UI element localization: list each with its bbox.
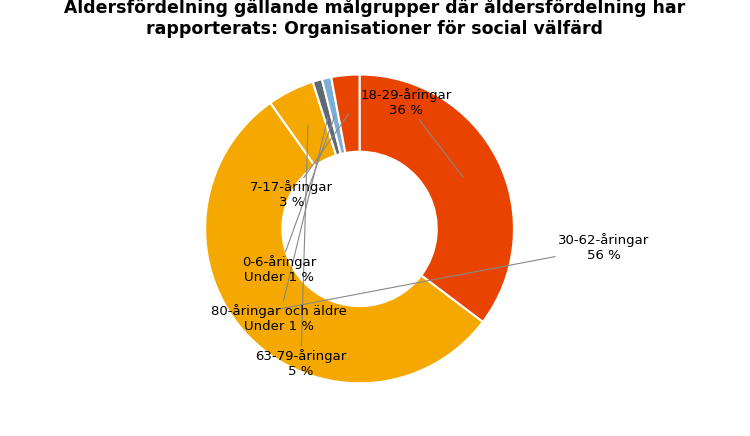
Text: 0-6-åringar
Under 1 %: 0-6-åringar Under 1 % — [242, 116, 334, 283]
Wedge shape — [206, 103, 483, 383]
Wedge shape — [359, 75, 514, 322]
Text: 18-29-åringar
36 %: 18-29-åringar 36 % — [360, 88, 464, 177]
Wedge shape — [322, 77, 345, 154]
Text: 63-79-åringar
5 %: 63-79-åringar 5 % — [255, 125, 346, 378]
Title: Åldersfördelning gällande målgrupper där åldersfördelning har
rapporterats: Orga: Åldersfördelning gällande målgrupper där… — [64, 0, 686, 38]
Wedge shape — [313, 79, 340, 155]
Wedge shape — [332, 75, 359, 153]
Text: 80-åringar och äldre
Under 1 %: 80-åringar och äldre Under 1 % — [211, 118, 347, 333]
Wedge shape — [270, 82, 336, 166]
Text: 7-17-åringar
3 %: 7-17-åringar 3 % — [250, 114, 349, 209]
Text: 30-62-åringar
56 %: 30-62-åringar 56 % — [277, 233, 650, 310]
